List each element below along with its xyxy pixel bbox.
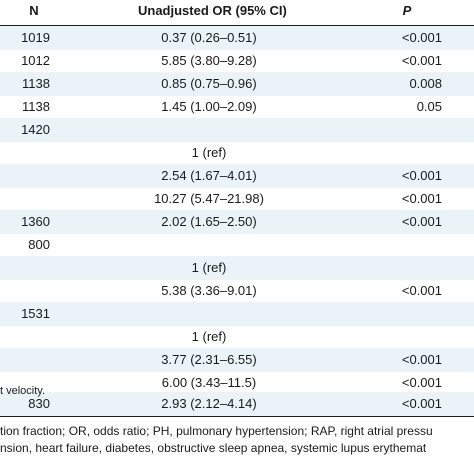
table-row: 2.54 (1.67–4.01) <0.001 (0, 164, 474, 188)
cell-or: 3.77 (2.31–6.55) (161, 352, 257, 367)
table-bottom-rule (0, 416, 474, 417)
cell-p: <0.001 (401, 168, 442, 183)
table-row: 3.77 (2.31–6.55) <0.001 (0, 348, 474, 372)
cell-p: <0.001 (401, 214, 442, 229)
cell-or: 2.93 (2.12–4.14) (161, 396, 257, 411)
header-n: N (29, 3, 39, 18)
table-row: 1019 0.37 (0.26–0.51) <0.001 (0, 26, 474, 50)
cell-or: 1 (ref) (191, 145, 227, 160)
header-p-value: P (402, 3, 412, 18)
table-row: 5.38 (3.36–9.01) <0.001 (0, 279, 474, 303)
cell-or: 1.45 (1.00–2.09) (161, 99, 257, 114)
cell-n: 800 (28, 237, 50, 252)
cell-n: 1420 (21, 122, 50, 137)
cell-n: 1360 (21, 214, 50, 229)
cell-or: 5.85 (3.80–9.28) (161, 53, 257, 68)
cell-p (362, 256, 442, 280)
cell-or: 10.27 (5.47–21.98) (154, 191, 264, 206)
cell-or: 1 (ref) (191, 329, 227, 344)
footnote-velocity: t velocity. (0, 385, 46, 397)
cell-or (124, 118, 294, 142)
table-row: 1420 (0, 118, 474, 142)
cell-p: <0.001 (401, 53, 442, 68)
cell-n (0, 187, 50, 211)
table-row: 1531 (0, 302, 474, 326)
cell-n: 1531 (21, 306, 50, 321)
cell-or: 0.85 (0.75–0.96) (161, 76, 257, 91)
cell-p: <0.001 (401, 352, 442, 367)
table-row: 10.27 (5.47–21.98) <0.001 (0, 187, 474, 211)
table-row: 1138 1.45 (1.00–2.09) 0.05 (0, 95, 474, 119)
cell-n (0, 164, 50, 188)
cell-p: <0.001 (401, 283, 442, 298)
cell-or: 0.37 (0.26–0.51) (161, 30, 257, 45)
cell-n: 1019 (21, 30, 50, 45)
footnote-comorbidities: nsion, heart failure, diabetes, obstruct… (0, 441, 427, 455)
cell-p: <0.001 (401, 30, 442, 45)
cell-or (124, 302, 294, 326)
cell-or (124, 233, 294, 257)
table-row: 1012 5.85 (3.80–9.28) <0.001 (0, 49, 474, 73)
cell-n: 1012 (21, 53, 50, 68)
cell-or: 1 (ref) (191, 260, 227, 275)
table-row: 1138 0.85 (0.75–0.96) 0.008 (0, 72, 474, 96)
cell-or: 6.00 (3.43–11.5) (161, 375, 257, 390)
cell-n: 830 (28, 396, 50, 411)
cell-n (0, 325, 50, 349)
cell-n (0, 256, 50, 280)
cell-or: 2.02 (1.65–2.50) (161, 214, 257, 229)
cell-n (0, 348, 50, 372)
cell-p (362, 325, 442, 349)
table-row: 1 (ref) (0, 141, 474, 165)
cell-p: 0.05 (416, 99, 442, 114)
cell-p: <0.001 (401, 375, 442, 390)
table-row: 1 (ref) (0, 325, 474, 349)
cell-p: <0.001 (401, 191, 442, 206)
cell-n: 1138 (22, 76, 50, 91)
table-row: 6.00 (3.43–11.5) <0.001 (0, 371, 474, 395)
table-header: N Unadjusted OR (95% CI) P (0, 0, 474, 26)
cell-p: <0.001 (401, 396, 442, 411)
table-row: 1360 2.02 (1.65–2.50) <0.001 (0, 210, 474, 234)
cell-n: 1138 (22, 99, 50, 114)
cell-p (362, 233, 442, 257)
table-row: 830 2.93 (2.12–4.14) <0.001 (0, 392, 474, 416)
footnote-abbreviations: tion fraction; OR, odds ratio; PH, pulmo… (0, 424, 433, 438)
cell-n (0, 279, 50, 303)
cell-p (362, 302, 442, 326)
header-unadjusted-or: Unadjusted OR (95% CI) (138, 3, 287, 18)
cell-or: 2.54 (1.67–4.01) (161, 168, 257, 183)
cell-or: 5.38 (3.36–9.01) (161, 283, 257, 298)
cell-p (362, 141, 442, 165)
table-row: 800 (0, 233, 474, 257)
cell-n (0, 141, 50, 165)
cell-p (362, 118, 442, 142)
table-row: 1 (ref) (0, 256, 474, 280)
cell-p: 0.008 (409, 76, 442, 91)
